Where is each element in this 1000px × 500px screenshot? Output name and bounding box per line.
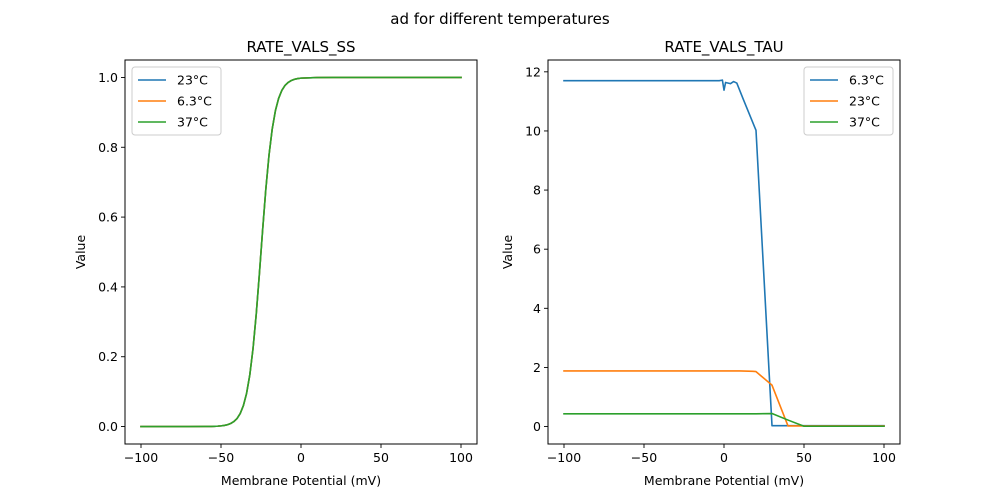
y-tick-label: 8 (533, 183, 541, 198)
legend-box (131, 66, 222, 136)
legend-label: 23°C (177, 73, 208, 88)
y-tick-label: 0.2 (98, 349, 118, 364)
y-tick-label: 0.0 (98, 419, 118, 434)
plot-lines (140, 76, 462, 428)
y-tick-label: 1.0 (98, 70, 118, 85)
legend: 23°C 6.3°C 37°C (131, 66, 222, 136)
legend-label: 37°C (177, 115, 208, 130)
legend-label: 6.3°C (177, 94, 212, 109)
subplot-title: RATE_VALS_SS (246, 38, 355, 57)
y-axis-label: Value (500, 235, 515, 270)
figure-suptitle: ad for different temperatures (390, 10, 610, 28)
y-axis-ticks: 0.0 0.2 0.4 0.6 0.8 1.0 (98, 70, 125, 434)
x-axis-ticks: −100 −50 0 50 100 (124, 444, 473, 465)
y-tick-label: 6 (533, 242, 541, 257)
x-axis-label: Membrane Potential (mV) (221, 473, 381, 488)
subplot-rate-vals-ss: RATE_VALS_SS −100 −50 0 50 100 0.00.20.40.60… (73, 38, 478, 488)
x-tick-label: 100 (449, 450, 473, 465)
x-tick-label: 0 (297, 450, 305, 465)
x-axis-ticks: −100 −50 0 50 100 (547, 444, 896, 465)
x-axis-label: Membrane Potential (mV) (644, 473, 804, 488)
y-tick-label: 0.6 (98, 210, 118, 225)
y-tick-label: 0.4 (98, 279, 118, 294)
y-tick-label: 0 (533, 419, 541, 434)
y-tick-label: 10 (525, 123, 541, 138)
series-line-2 (140, 76, 462, 428)
legend: 6.3°C 23°C 37°C (803, 66, 894, 136)
x-tick-label: −50 (631, 450, 657, 465)
x-tick-label: 50 (373, 450, 389, 465)
x-tick-label: 50 (796, 450, 812, 465)
x-tick-label: 0 (720, 450, 728, 465)
y-axis-ticks: 0 2 4 6 8 10 12 (525, 64, 548, 434)
legend-label: 6.3°C (849, 73, 884, 88)
legend-box (803, 66, 894, 136)
legend-label: 23°C (849, 94, 880, 109)
x-tick-label: −100 (547, 450, 581, 465)
subplot-rate-vals-tau: RATE_VALS_TAU −100 −50 0 50 100 0 2 4 6 8 10 12 Me… (500, 38, 901, 488)
y-tick-label: 0.8 (98, 140, 118, 155)
y-tick-label: 2 (533, 360, 541, 375)
plot-lines (563, 79, 885, 428)
y-tick-label: 12 (525, 64, 541, 79)
x-tick-label: −50 (208, 450, 234, 465)
x-tick-label: 100 (872, 450, 896, 465)
legend-label: 37°C (849, 115, 880, 130)
y-axis-label: Value (73, 235, 88, 270)
subplot-title: RATE_VALS_TAU (664, 38, 783, 57)
y-tick-label: 4 (533, 301, 541, 316)
x-tick-label: −100 (124, 450, 158, 465)
series-line-2 (563, 412, 885, 428)
